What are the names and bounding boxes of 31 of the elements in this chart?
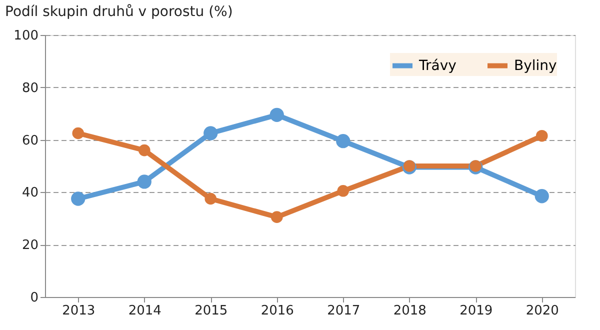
point bbox=[138, 144, 150, 156]
x-tick-label: 2014 bbox=[128, 304, 162, 318]
y-tick-label: 80 bbox=[22, 80, 38, 96]
point bbox=[336, 134, 350, 148]
x-tick-label: 2019 bbox=[460, 304, 493, 318]
point bbox=[71, 192, 86, 206]
point bbox=[534, 189, 549, 204]
y-tick-label: 20 bbox=[22, 238, 38, 254]
y-tick-label: 60 bbox=[22, 133, 38, 148]
point bbox=[337, 184, 350, 197]
y-axis-title: Podíl skupin druhů v porostu (%) bbox=[5, 4, 233, 20]
legend-label: Byliny bbox=[514, 58, 557, 74]
point bbox=[204, 126, 218, 140]
point bbox=[270, 211, 283, 223]
legend-label: Trávy bbox=[418, 58, 456, 74]
point bbox=[204, 192, 217, 205]
point bbox=[403, 160, 416, 172]
y-tick-label: 40 bbox=[22, 186, 38, 201]
point bbox=[137, 174, 152, 189]
x-tick-label: 2015 bbox=[194, 304, 228, 318]
x-tick-label: 2013 bbox=[62, 304, 96, 318]
point bbox=[72, 127, 84, 140]
y-tick-label: 100 bbox=[14, 28, 38, 44]
y-tick-label: 0 bbox=[30, 290, 38, 306]
x-tick-label: 2016 bbox=[260, 304, 294, 318]
x-tick-label: 2018 bbox=[393, 304, 426, 318]
point bbox=[470, 160, 482, 172]
point bbox=[270, 108, 284, 122]
x-tick-label: 2017 bbox=[327, 304, 360, 318]
point bbox=[536, 130, 548, 142]
x-tick-label: 2020 bbox=[526, 304, 559, 318]
